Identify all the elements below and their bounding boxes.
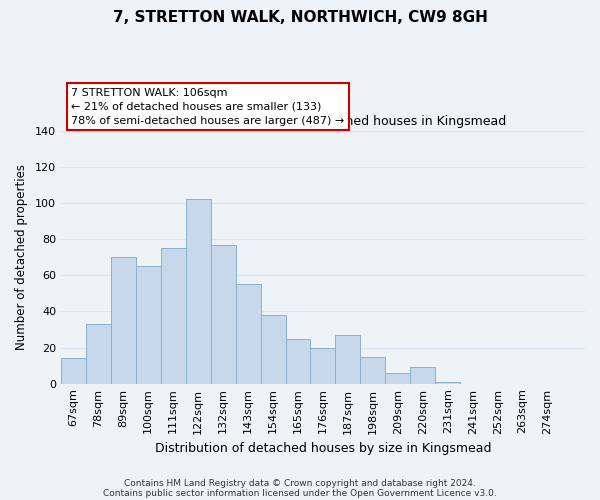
Bar (236, 284, 260, 384)
Title: Size of property relative to detached houses in Kingsmead: Size of property relative to detached ho… (139, 115, 506, 128)
Text: 7 STRETTON WALK: 106sqm
← 21% of detached houses are smaller (133)
78% of semi-d: 7 STRETTON WALK: 106sqm ← 21% of detache… (71, 88, 344, 126)
Text: Contains public sector information licensed under the Open Government Licence v3: Contains public sector information licen… (103, 488, 497, 498)
Bar (286, 338, 310, 384)
Bar (335, 335, 361, 384)
Bar (385, 373, 410, 384)
Bar (361, 356, 385, 384)
Bar (435, 382, 460, 384)
Bar (136, 266, 161, 384)
X-axis label: Distribution of detached houses by size in Kingsmead: Distribution of detached houses by size … (155, 442, 491, 455)
Bar (86, 324, 111, 384)
Bar (161, 248, 186, 384)
Bar (61, 358, 86, 384)
Bar (410, 368, 435, 384)
Bar (211, 244, 236, 384)
Bar (111, 257, 136, 384)
Text: 7, STRETTON WALK, NORTHWICH, CW9 8GH: 7, STRETTON WALK, NORTHWICH, CW9 8GH (113, 10, 487, 25)
Text: Contains HM Land Registry data © Crown copyright and database right 2024.: Contains HM Land Registry data © Crown c… (124, 478, 476, 488)
Y-axis label: Number of detached properties: Number of detached properties (15, 164, 28, 350)
Bar (186, 200, 211, 384)
Bar (260, 315, 286, 384)
Bar (310, 348, 335, 384)
